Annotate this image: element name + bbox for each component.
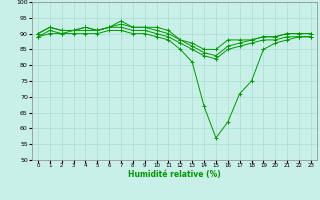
X-axis label: Humidité relative (%): Humidité relative (%) bbox=[128, 170, 221, 179]
